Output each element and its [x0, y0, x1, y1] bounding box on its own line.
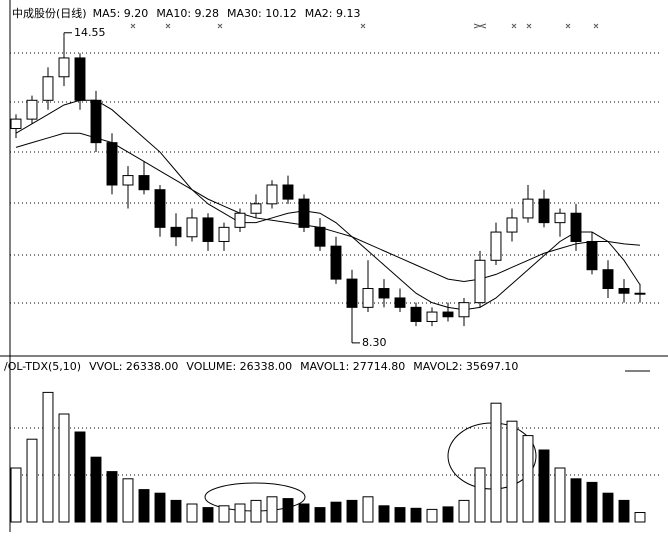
volume-bar	[250, 499, 262, 523]
volume-bar	[330, 501, 342, 523]
candle-body	[250, 203, 262, 214]
volume-bar	[298, 503, 310, 523]
chart-title: 中成股份(日线)	[12, 6, 87, 20]
candle-body	[74, 57, 86, 101]
candle-body	[314, 226, 326, 247]
annotation-label: 8.30	[362, 336, 387, 349]
candle-body	[602, 269, 614, 290]
volume-bar	[634, 512, 646, 523]
candle-body	[122, 175, 134, 186]
volume-bar	[426, 508, 438, 523]
candle-body	[634, 292, 646, 295]
annotation-label: 14.55	[74, 26, 106, 39]
volume-bar	[538, 449, 550, 523]
volume-indicator-label: VOLUME: 26338.00	[186, 360, 292, 373]
candle-body	[154, 189, 166, 228]
volume-indicator-label: VVOL: 26338.00	[89, 360, 178, 373]
volume-bar	[90, 456, 102, 523]
volume-bar	[58, 413, 70, 523]
volume-bar	[602, 492, 614, 523]
candle-body	[522, 198, 534, 219]
volume-bar	[74, 431, 86, 523]
volume-bar	[442, 506, 454, 523]
volume-bar	[506, 420, 518, 523]
volume-bar	[122, 478, 134, 523]
candle-body	[426, 311, 438, 322]
candle-body	[394, 297, 406, 308]
volume-bar	[154, 492, 166, 523]
candle-body	[362, 288, 374, 308]
volume-bar	[378, 505, 390, 523]
volume-bar	[42, 391, 54, 523]
volume-bar	[346, 499, 358, 523]
volume-bar	[186, 503, 198, 523]
volume-bar	[314, 507, 326, 523]
candle-body	[570, 212, 582, 242]
candle-body	[106, 142, 118, 186]
candle-body	[378, 288, 390, 299]
candle-body	[490, 231, 502, 261]
volume-indicator-label: /OL-TDX(5,10)	[4, 360, 81, 373]
candle-body	[138, 175, 150, 191]
volume-bar	[618, 499, 630, 523]
volume-bar	[202, 507, 214, 523]
candle-body	[282, 184, 294, 200]
volume-bar	[282, 498, 294, 523]
volume-bar	[26, 438, 38, 523]
candle-body	[90, 99, 102, 144]
candle-body	[330, 245, 342, 280]
candle-body	[554, 212, 566, 224]
candle-body	[186, 217, 198, 238]
candle-body	[506, 217, 518, 233]
candle-body	[218, 226, 230, 242]
volume-bar	[106, 471, 118, 523]
volume-bar	[522, 435, 534, 523]
volume-bar	[474, 467, 486, 523]
volume-bar	[586, 481, 598, 523]
volume-bar	[138, 489, 150, 523]
volume-indicator-label: MAVOL1: 27714.80	[300, 360, 405, 373]
moving-average-line	[15, 132, 641, 282]
candle-body	[618, 288, 630, 294]
volume-bar	[170, 499, 182, 523]
indicator-label: MA30: 10.12	[227, 7, 297, 20]
candle-body	[458, 302, 470, 318]
volume-bar	[218, 505, 230, 523]
candle-body	[586, 240, 598, 271]
volume-bar	[458, 499, 470, 523]
candle-body	[58, 57, 70, 78]
volume-bar	[394, 507, 406, 523]
candle-body	[10, 118, 22, 130]
volume-bar	[234, 503, 246, 523]
volume-bar	[490, 402, 502, 523]
candle-body	[266, 184, 278, 205]
price-grid	[10, 52, 660, 476]
volume-bar	[410, 507, 422, 523]
volume-bar	[570, 478, 582, 523]
candle-body	[410, 306, 422, 322]
candle-body	[202, 217, 214, 242]
candle-body	[26, 99, 38, 120]
volume-indicator-label: MAVOL2: 35697.10	[413, 360, 518, 373]
candle-body	[538, 198, 550, 224]
candle-body	[474, 259, 486, 304]
candle-body	[234, 212, 246, 228]
indicator-label: MA5: 9.20	[93, 7, 149, 20]
volume-bar	[10, 467, 22, 523]
candle-body	[170, 226, 182, 238]
volume-bar	[266, 496, 278, 523]
volume-bar	[554, 467, 566, 523]
volume-bar	[362, 496, 374, 523]
candle-body	[298, 198, 310, 228]
signal-marks	[130, 23, 599, 29]
moving-average-line	[15, 99, 641, 311]
indicator-label: MA10: 9.28	[156, 7, 219, 20]
candle-body	[442, 311, 454, 318]
indicator-label: MA2: 9.13	[305, 7, 361, 20]
candle-body	[42, 76, 54, 101]
candle-body	[346, 278, 358, 308]
